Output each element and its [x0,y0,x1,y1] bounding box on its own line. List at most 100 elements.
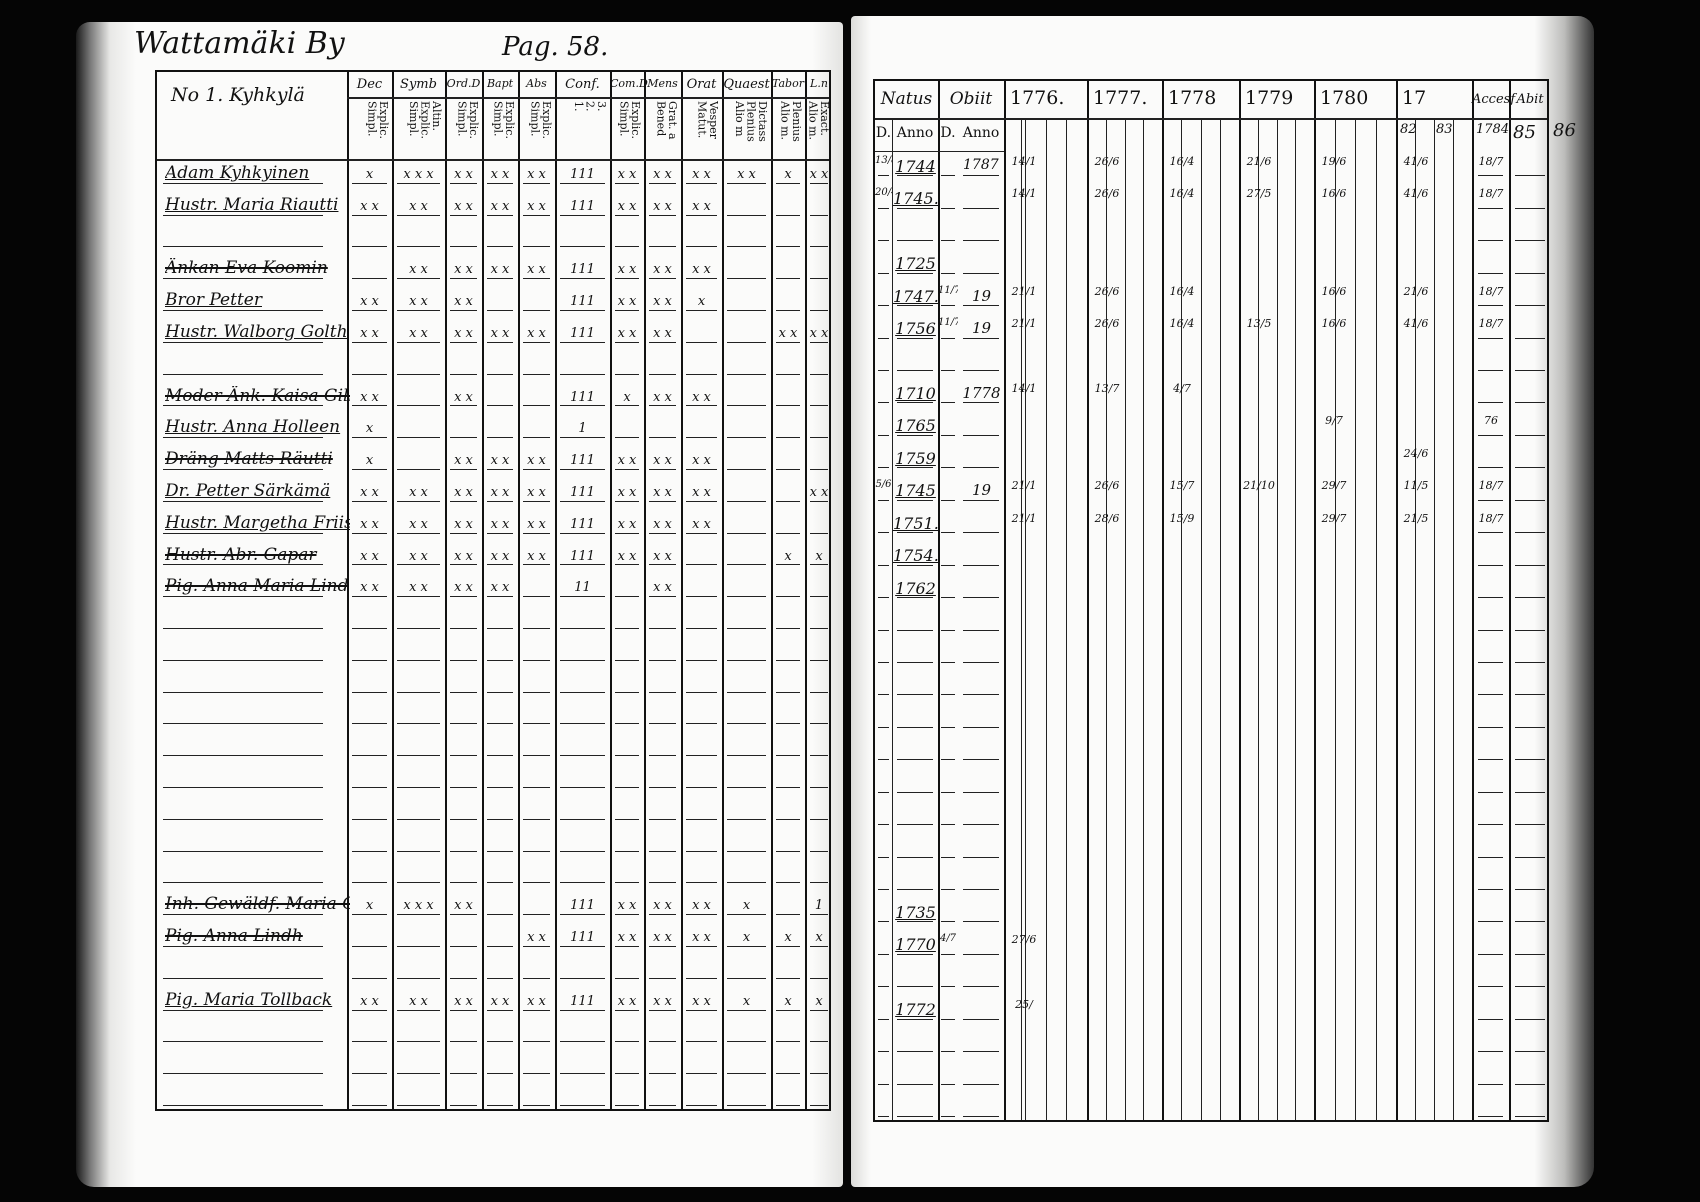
row-rule [450,1105,477,1106]
row-rule [776,437,800,439]
row-rule [397,691,440,693]
row-rule [487,1041,513,1043]
row-rule [523,755,550,757]
person-name: Dräng Matts Räutti [165,449,333,470]
row-rule [941,1116,955,1117]
row-rule-name [163,500,323,502]
row-rule [963,856,999,858]
column-divider [1472,81,1474,1120]
row-rule [810,659,828,661]
row-rule [450,278,477,280]
column-subheader: Exact. Alio m. [808,101,830,141]
row-rule [1515,207,1545,209]
mark-cell: x x [809,326,829,341]
row-rule [649,755,676,757]
mark-cell: x [815,548,823,564]
row-rule [397,564,440,566]
row-rule [615,946,639,947]
year-entry: 21/1 [1011,317,1037,331]
person-name: Änkan Eva Koomin [165,258,328,279]
row-rule [963,759,999,761]
natus-year: 1710 [895,384,936,404]
mark-cell: 111 [570,898,595,914]
row-rule [352,818,387,820]
row-rule [1478,402,1503,404]
row-rule [352,1009,387,1011]
row-rule [1478,888,1503,890]
row-rule-name [163,532,323,534]
row-rule [963,499,999,501]
row-rule [941,694,955,696]
year-entry: 16/4 [1169,284,1195,298]
row-rule-name [163,1073,323,1075]
row-rule [727,946,766,947]
row-rule [397,1105,440,1106]
row-rule [560,850,605,852]
row-rule [727,341,766,343]
mark-cell: x x [809,485,829,500]
natus-year: 1759 [895,448,936,468]
row-rule [897,921,933,923]
mark-cell: x x [454,389,473,405]
mark-cell: x x [454,580,473,596]
mark-cell: x x [454,326,473,341]
row-rule [963,467,999,469]
row-rule [649,1073,676,1075]
row-rule [487,659,513,661]
row-rule [727,437,766,439]
row-rule [878,370,889,372]
mark-cell: x x [527,516,546,532]
row-rule [615,755,639,757]
column-header: Quaest [723,77,770,92]
row-rule [810,691,828,693]
row-rule [560,818,605,820]
row-rule [727,246,766,248]
row-rule [1478,953,1503,955]
row-rule [941,532,955,534]
row-rule [352,437,387,439]
mark-cell: 111 [570,485,595,500]
row-rule [941,953,955,955]
row-rule [615,532,639,534]
row-rule [352,628,387,629]
year-entry: 13/7 [1094,382,1120,396]
row-rule [776,564,800,566]
row-rule [776,341,800,343]
row-rule [615,373,639,375]
row-rule [487,787,513,788]
row-rule-name [163,437,323,439]
row-rule [897,207,933,209]
row-rule [776,628,800,629]
row-rule [450,850,477,852]
person-name: Adam Kyhkyinen [165,163,310,183]
row-rule [941,370,955,372]
accessit-entry: 18/7 [1478,511,1504,525]
left-page: Wattamäki By Pag. 58. No 1. Kyhkylä Dec E… [76,22,843,1187]
row-rule [727,723,766,725]
row-rule [649,659,676,661]
row-rule [810,818,828,820]
row-rule [560,341,605,343]
row-rule [776,977,800,979]
mark-cell: x x [617,294,637,310]
row-rule [963,1018,999,1020]
row-rule [397,182,440,184]
row-rule [1478,337,1503,339]
row-rule [776,1105,800,1106]
row-rule [352,214,387,216]
mark-cell: 111 [570,326,595,341]
column-divider [610,72,612,1109]
row-rule [1515,759,1545,761]
year-entry: 11/5 [1403,479,1429,493]
row-rule [397,787,440,788]
row-rule [776,214,800,216]
person-name: Hustr. Walborg Golth [165,322,348,342]
row-rule [1515,337,1545,339]
row-rule [487,341,513,343]
row-rule [352,596,387,598]
column-divider [1162,81,1164,1120]
note: 85 [1513,122,1536,143]
year-entry: 27/6 [1011,933,1037,947]
row-rule [649,532,676,534]
row-rule [487,1009,513,1011]
